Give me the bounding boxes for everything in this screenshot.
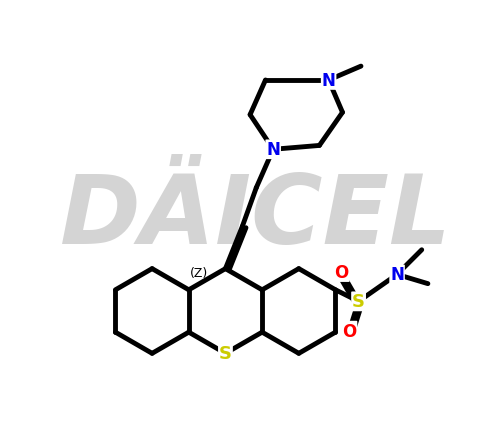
- Text: O: O: [334, 264, 349, 282]
- Text: N: N: [322, 72, 336, 90]
- Text: O: O: [342, 322, 356, 340]
- Text: S: S: [352, 293, 365, 310]
- Text: N: N: [266, 141, 280, 159]
- Text: (Z): (Z): [190, 266, 208, 280]
- Text: N: N: [390, 266, 404, 284]
- Text: S: S: [219, 344, 232, 362]
- Text: DÄICEL: DÄICEL: [60, 170, 452, 263]
